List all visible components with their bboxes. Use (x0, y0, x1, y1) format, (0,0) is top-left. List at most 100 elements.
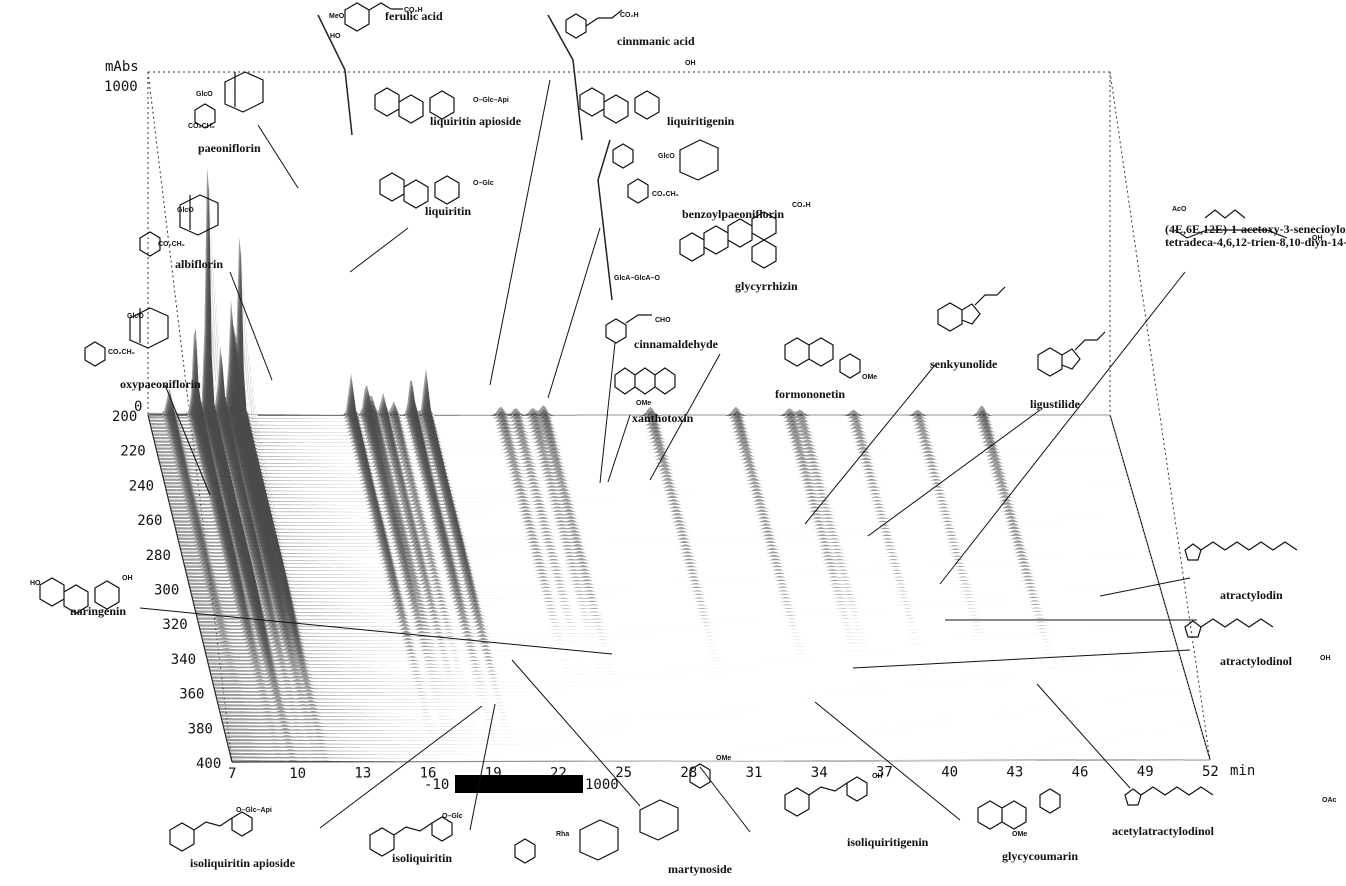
callout-arrows (139, 79, 1197, 833)
trace-fill-322 (199, 602, 1171, 627)
frag-glco-3: GlcO (127, 313, 144, 320)
x-tick-label: 10 (289, 766, 306, 782)
trace-line-344 (208, 655, 1182, 665)
group-brackets (317, 14, 613, 301)
trace-line-200 (148, 161, 1110, 416)
trace-fill-208 (151, 225, 1114, 429)
x-tick-label: 25 (615, 765, 632, 781)
trace-line-350 (210, 667, 1186, 675)
trace-line-400 (232, 758, 1210, 762)
trace-line-332 (203, 627, 1176, 644)
trace-line-228 (159, 340, 1124, 464)
label-ligustilide: ligustilide (1030, 397, 1081, 411)
trace-line-274 (179, 467, 1148, 544)
x-tick-label: 37 (876, 765, 893, 781)
trace-fill-326 (200, 613, 1173, 634)
trace-line-258 (172, 433, 1140, 516)
trace-fill-352 (211, 672, 1187, 679)
trace-fill-378 (222, 720, 1200, 724)
colorbar-max: 1000 (585, 777, 619, 793)
trace-line-364 (216, 694, 1192, 700)
trace-fill-226 (158, 331, 1123, 461)
trace-line-236 (163, 372, 1128, 478)
frag-co2ch2-4: CO₂CH₂ (652, 191, 679, 198)
trace-line-310 (194, 567, 1166, 606)
trace-line-286 (184, 497, 1154, 565)
label-albiflorin: albiflorin (175, 257, 223, 271)
wavelength-tick-label: 380 (188, 721, 213, 737)
colorbar: -10 1000 (424, 775, 619, 793)
trace-line-210 (152, 239, 1115, 433)
trace-fill-336 (205, 637, 1179, 651)
trace-fill-206 (150, 210, 1113, 426)
trace-line-268 (176, 454, 1144, 533)
label-xanthotoxin: xanthotoxin (632, 411, 694, 425)
trace-line-306 (192, 554, 1164, 599)
x-tick-label: 40 (941, 765, 958, 781)
wavelength-tick-label: 220 (120, 444, 145, 460)
trace-fill-204 (149, 195, 1112, 422)
trace-line-290 (185, 508, 1156, 572)
trace-line-338 (206, 642, 1180, 655)
colorbar-bar (455, 775, 583, 793)
trace-line-322 (199, 601, 1172, 627)
trace-line-246 (167, 404, 1134, 495)
trace-fill-374 (221, 713, 1198, 717)
trace-line-296 (188, 525, 1158, 582)
x-tick-label: 46 (1072, 764, 1089, 780)
trace-line-368 (218, 702, 1194, 707)
trace-line-278 (180, 477, 1150, 551)
trace-line-204 (149, 195, 1112, 423)
frag-co2ch2-2: CO₂CH₂ (158, 241, 185, 248)
label-liquiritin-apioside: liquiritin apioside (430, 114, 522, 128)
label-cinnmanic-acid: cinnmanic acid (617, 34, 695, 48)
x-tick-label: 49 (1137, 764, 1154, 780)
trace-line-260 (173, 437, 1140, 520)
trace-fill-340 (206, 647, 1181, 658)
label-naringenin: naringenin (70, 604, 126, 618)
label-glycycoumarin: glycycoumarin (1002, 849, 1078, 863)
trace-line-326 (200, 612, 1174, 634)
trace-line-374 (221, 712, 1198, 717)
compound-labels: paeoniflorin ferulic acid liquiritin api… (70, 9, 1346, 876)
y-tick-zero: 0 (134, 399, 142, 415)
wavelength-tick-label: 320 (162, 617, 187, 633)
trace-line-392 (228, 745, 1206, 748)
trace-line-394 (229, 748, 1208, 752)
trace-line-354 (212, 675, 1188, 682)
trace-fill-330 (202, 623, 1176, 641)
frag-glca: GlcA–GlcA–O (614, 275, 660, 282)
label-isoliquiritin: isoliquiritin (392, 851, 452, 865)
trace-line-288 (184, 502, 1154, 568)
label-atractylodinol: atractylodinol (1220, 654, 1293, 668)
trace-fill-362 (216, 691, 1191, 697)
label-isoliquiritin-apioside: isoliquiritin apioside (190, 856, 296, 870)
trace-fill-200 (148, 161, 1110, 415)
wavelength-tick-label: 200 (112, 409, 137, 425)
trace-line-250 (168, 414, 1136, 502)
wavelength-tick-label: 280 (146, 548, 171, 564)
trace-line-294 (187, 519, 1158, 578)
trace-line-314 (195, 578, 1168, 613)
label-atractylodin: atractylodin (1220, 588, 1283, 602)
label-senkyunolide: senkyunolide (930, 357, 998, 371)
trace-line-300 (190, 536, 1160, 589)
trace-line-390 (227, 741, 1206, 745)
trace-line-232 (161, 357, 1126, 471)
trace-fill-338 (206, 642, 1179, 655)
y-tick-max: 1000 (104, 79, 138, 95)
trace-fill-356 (213, 679, 1188, 686)
wavelength-tick-label: 340 (171, 652, 196, 668)
trace-line-360 (215, 687, 1190, 693)
label-glycyrrhizin: glycyrrhizin (735, 279, 798, 293)
trace-line-336 (205, 637, 1178, 651)
trace-fill-308 (193, 562, 1164, 603)
plot-frame (147, 71, 1211, 763)
trace-line-280 (181, 482, 1150, 554)
label-cinnamaldehyde: cinnamaldehyde (634, 337, 719, 351)
trace-fill-220 (156, 301, 1120, 450)
frag-oh-5: OH (872, 773, 883, 780)
trace-fill-358 (214, 683, 1189, 690)
trace-fill-354 (212, 676, 1187, 683)
